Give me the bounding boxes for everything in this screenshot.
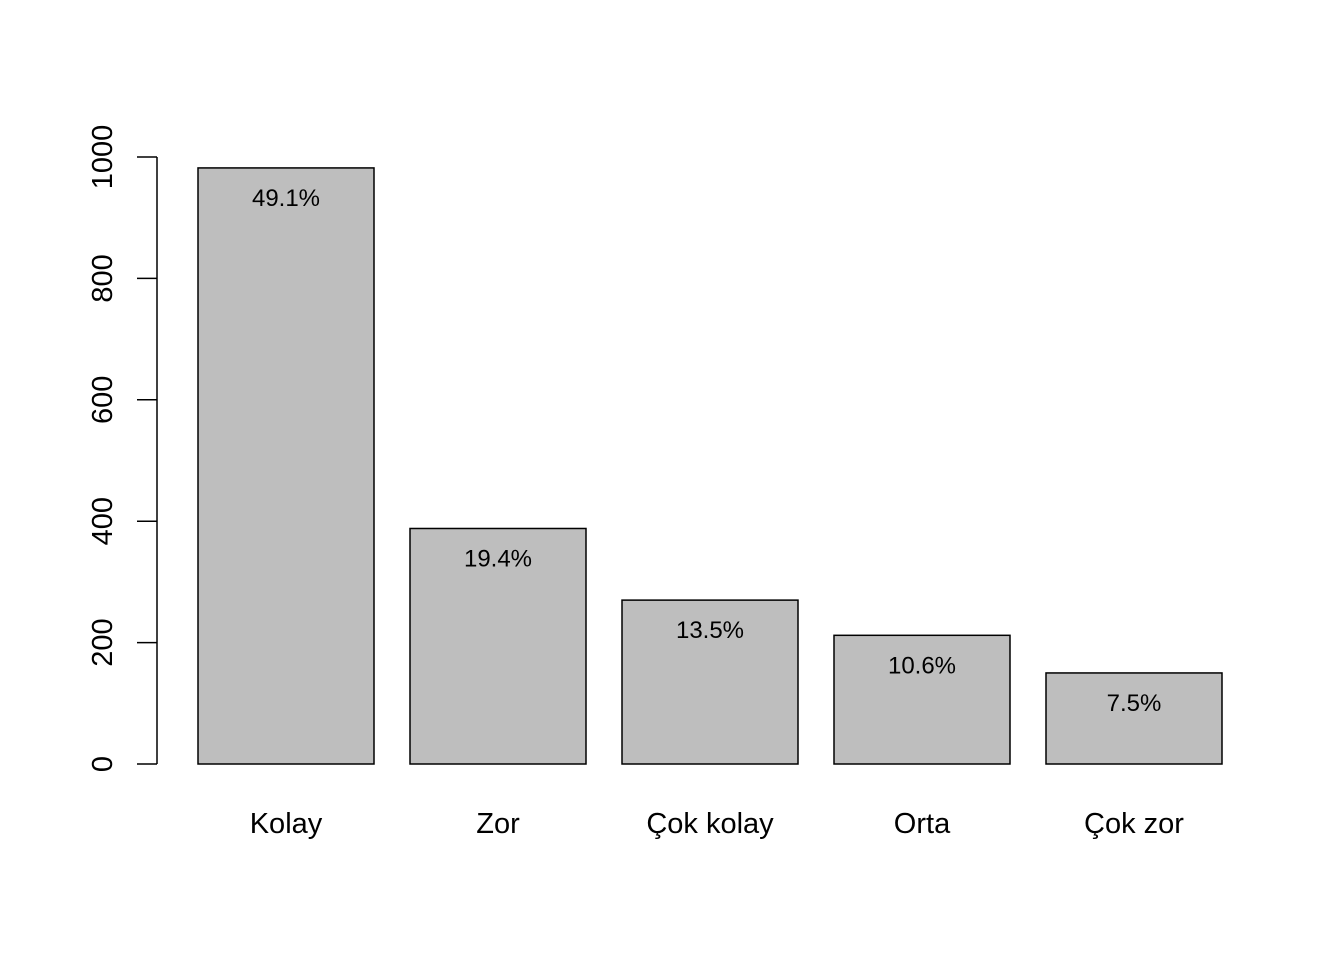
data-label: 13.5% [676, 617, 744, 644]
category-label: Kolay [250, 808, 323, 840]
y-tick-label: 0 [87, 756, 119, 772]
category-labels-group: Kolay Zor Çok kolay Orta Çok zor [250, 808, 1185, 840]
bar-zor [409, 527, 587, 765]
y-tick-label: 1000 [87, 125, 119, 190]
category-label: Çok kolay [646, 808, 774, 840]
bar-orta [833, 634, 1011, 765]
category-label: Çok zor [1084, 808, 1184, 840]
bar-çok-kolay [621, 599, 799, 765]
y-tick-label: 400 [87, 497, 119, 545]
y-tick-label: 600 [87, 376, 119, 424]
data-label: 10.6% [888, 652, 956, 679]
data-label: 19.4% [464, 545, 532, 572]
bar-çok-zor [1045, 672, 1223, 765]
y-tick-label: 800 [87, 254, 119, 302]
y-tick-label: 200 [87, 618, 119, 666]
category-label: Orta [894, 808, 951, 840]
data-label: 7.5% [1107, 690, 1162, 717]
category-label: Zor [476, 808, 520, 840]
data-label: 49.1% [252, 185, 320, 212]
bar-kolay [197, 167, 375, 765]
data-labels-group: 49.1% 19.4% 13.5% 10.6% 7.5% [252, 185, 1161, 717]
y-axis: 0 200 400 600 800 1000 [87, 125, 158, 772]
bars-group [197, 167, 1223, 765]
